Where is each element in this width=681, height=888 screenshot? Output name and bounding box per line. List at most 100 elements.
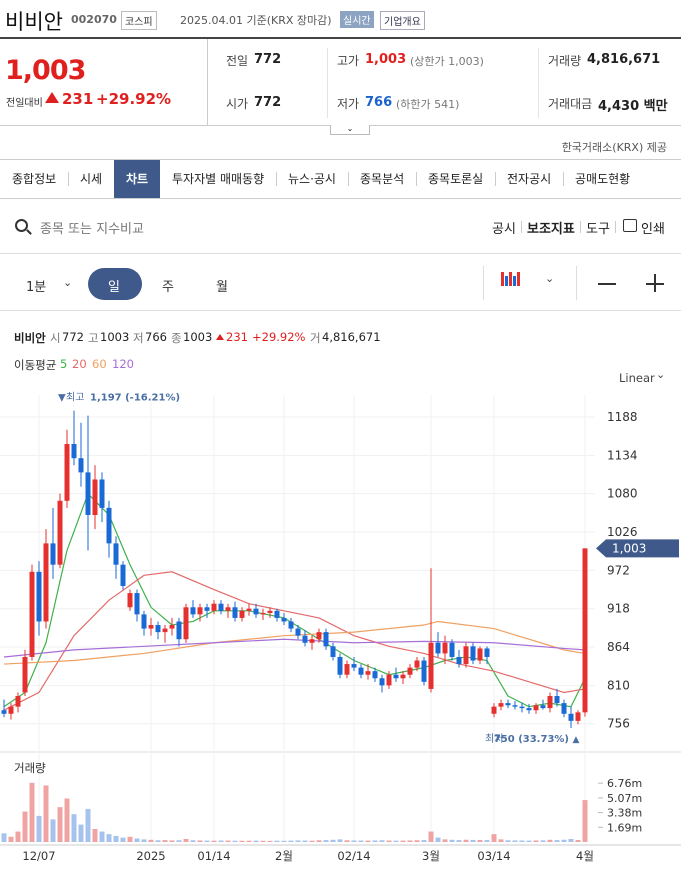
candle-body [92,479,98,515]
tab-sep [495,172,496,186]
realtime-tag[interactable]: 실시간 [340,11,374,28]
tab[interactable]: 차트 [114,160,161,198]
search-input[interactable]: 종목 또는 지수비교 [40,222,144,237]
tool-button[interactable]: 인쇄 [641,222,665,237]
change-pct: +29.92% [96,90,172,108]
tool-button[interactable]: 공시 [492,222,516,237]
ma-title: 이동평균 [14,358,57,372]
candle-body [449,642,455,657]
candle-body [575,712,581,721]
ma-line [3,492,586,708]
candle-body [393,674,399,679]
candle-body [484,648,490,657]
tab[interactable]: 종목토론실 [428,172,484,186]
period[interactable]: 주 [162,280,174,295]
overview-tag[interactable]: 기업개요 [380,11,425,30]
candle-body [463,646,469,665]
scale-select[interactable]: Linear [619,371,655,385]
tab[interactable]: 투자자별 매매동향 [172,172,265,186]
y-tick-label: 864 [607,640,630,654]
volume-bar [365,840,371,842]
expand-button[interactable]: ⌄ [330,125,370,135]
candle-body [29,571,35,657]
volume-bar [575,839,581,842]
tab[interactable]: 전자공시 [507,172,552,186]
candle-body [295,628,301,636]
info-volume: 4,816,671 [322,330,381,344]
stock-code: 002070 [71,13,117,26]
period[interactable]: 1분 [26,280,47,295]
volume-bar [435,837,441,842]
tab[interactable]: 뉴스·공시 [288,172,336,186]
y-tick-label: 972 [607,563,630,577]
volume-bar [540,840,546,842]
tool-sep [580,221,581,233]
tab[interactable]: 시세 [80,172,103,186]
candle-body [211,603,217,611]
volume-bar [421,840,427,842]
zoom-out[interactable] [598,283,616,285]
candle-body [477,648,483,661]
volume-bar [232,840,238,842]
tool-sep [521,221,522,233]
volume-bar [519,840,525,842]
candle-body [428,642,434,689]
volume-bar [484,840,490,842]
tab[interactable]: 종합정보 [12,172,57,186]
scale-caret: ⌄ [656,368,666,381]
tab[interactable]: 공매도현황 [575,172,631,186]
volume-bar [554,840,560,842]
low-note-prefix: 최저 [485,733,503,745]
volume-bar [183,838,189,842]
period[interactable]: 월 [216,280,228,295]
quote-label: 전일 [226,54,249,68]
volume-bar [533,840,539,842]
candle-body [85,472,91,515]
quote-value: 4,430 백만 [598,99,668,114]
candle-body [344,664,350,675]
high-note-prefix: 최고 [66,392,84,404]
volume-bar [288,840,294,842]
period[interactable]: 일 [108,280,120,295]
candle-body [15,696,21,707]
candle-body [470,646,476,661]
candle-body [274,610,280,618]
volume-bar [512,840,518,842]
price: 1,003 [5,55,86,86]
volume-bar [526,840,532,842]
candle-body [260,612,266,615]
y-tick-label: 1188 [607,410,638,424]
vol-tick-label: 5.07m [607,792,642,805]
quote-value: 772 [254,52,282,67]
volume-bar [337,839,343,842]
chart-type-icon [513,276,516,286]
x-tick-label: 2025 [136,849,165,863]
period-pill[interactable] [88,268,142,300]
volume-bar [505,840,511,842]
candle-body [365,671,371,675]
zoom-in-v [654,274,656,292]
tab[interactable]: 종목분석 [360,172,405,186]
tab-bar [0,159,681,199]
sep [483,266,484,300]
volume-bar [477,839,483,842]
col-line [538,48,539,118]
info-key: 고 [88,331,99,345]
tool-button[interactable]: 도구 [586,222,610,237]
tool-button[interactable]: 보조지표 [527,222,575,237]
row-line [0,310,681,311]
candle-body [43,543,49,622]
volume-bar [190,840,196,842]
volume-bar [15,831,21,842]
volume-bar [225,840,231,842]
y-tick-label: 1134 [607,448,638,462]
volume-bar [204,840,210,842]
y-tick-label: 1080 [607,487,638,501]
stock-name: 비비안 [5,10,63,34]
sep [576,266,577,300]
candle-body [162,628,168,633]
candle-body [169,625,175,629]
last-price-label: 1,003 [612,541,646,555]
volume-bar [50,819,56,842]
info-key: 저 [133,331,144,345]
